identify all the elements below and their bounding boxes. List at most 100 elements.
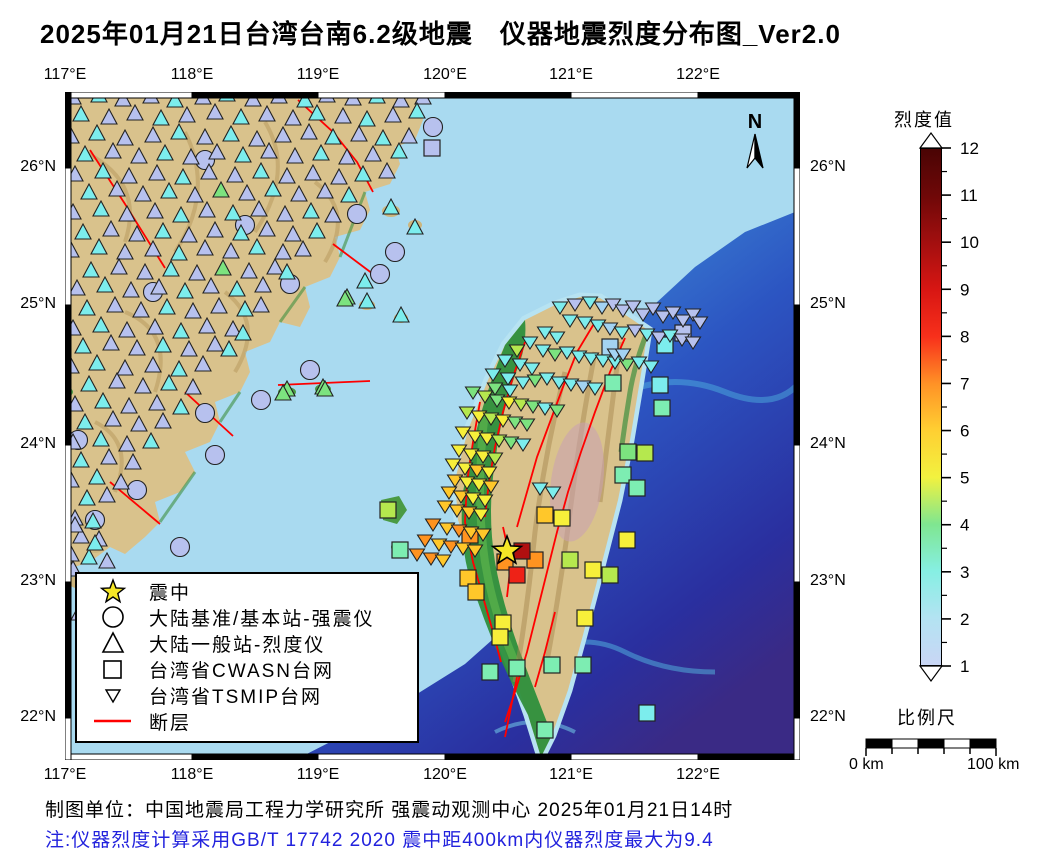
- colorbar-panel: 烈度值 1 2 3 4 5 6 7 8 9 10 11 12: [880, 100, 1030, 700]
- station-intensity-triangle: [308, 103, 326, 121]
- station-cwasn-square: [576, 609, 594, 627]
- station-intensity-triangle: [128, 338, 146, 356]
- colorbar-tick-label: 12: [960, 139, 979, 158]
- footer-note: 注:仪器烈度计算采用GB/T 17742 2020 震中距400km内仪器烈度最…: [45, 830, 714, 851]
- station-intensity-triangle: [92, 315, 110, 333]
- station-cwasn-square: [584, 561, 602, 579]
- station-cwasn-square: [614, 466, 632, 484]
- station-intensity-triangle: [144, 239, 162, 257]
- station-tsmip-inverted-triangle: [630, 356, 648, 371]
- station-tsmip-inverted-triangle: [558, 346, 576, 361]
- station-intensity-triangle: [116, 242, 134, 260]
- colorbar-tick-label: 4: [960, 516, 969, 535]
- station-cwasn-square: [467, 583, 485, 601]
- station-strong-motion-circle: [346, 203, 368, 225]
- station-intensity-triangle: [294, 239, 312, 257]
- star-icon: [77, 578, 149, 604]
- station-intensity-triangle: [172, 397, 190, 415]
- station-tsmip-inverted-triangle: [618, 358, 636, 373]
- station-intensity-triangle: [162, 259, 180, 277]
- station-tsmip-inverted-triangle: [601, 322, 619, 337]
- station-intensity-triangle: [232, 107, 250, 125]
- station-intensity-triangle: [170, 122, 188, 140]
- station-intensity-triangle: [160, 373, 178, 391]
- station-strong-motion-circle: [169, 536, 191, 558]
- legend-item: 台湾省TSMIP台网: [77, 682, 417, 708]
- station-tsmip-inverted-triangle: [684, 308, 702, 323]
- station-intensity-triangle: [120, 166, 138, 184]
- station-tsmip-inverted-triangle: [581, 296, 599, 311]
- scalebar-zero-label: 0 km: [849, 756, 884, 773]
- station-tsmip-inverted-triangle: [466, 544, 484, 559]
- station-intensity-triangle: [312, 143, 330, 161]
- station-intensity-triangle: [170, 359, 188, 377]
- station-intensity-triangle: [340, 185, 358, 203]
- station-intensity-triangle: [144, 125, 162, 143]
- station-tsmip-inverted-triangle: [514, 438, 532, 453]
- tri-down-icon: [77, 682, 149, 708]
- colorbar-tick-label: 2: [960, 610, 969, 629]
- station-intensity-triangle: [116, 128, 134, 146]
- station-tsmip-inverted-triangle: [440, 486, 458, 501]
- station-tsmip-inverted-triangle: [452, 490, 470, 505]
- station-intensity-triangle: [96, 275, 114, 293]
- scalebar-svg: [865, 738, 997, 756]
- station-intensity-triangle: [284, 108, 302, 126]
- station-intensity-triangle: [130, 146, 148, 164]
- station-tsmip-inverted-triangle: [436, 500, 454, 515]
- station-intensity-triangle: [274, 242, 292, 260]
- station-intensity-triangle: [196, 238, 214, 256]
- station-intensity-triangle: [206, 220, 224, 238]
- station-intensity-triangle: [134, 184, 152, 202]
- station-cwasn-square: [561, 551, 579, 569]
- station-tsmip-inverted-triangle: [501, 384, 519, 399]
- station-tsmip-inverted-triangle: [462, 526, 480, 541]
- axis-tick-label: 120°E: [423, 66, 467, 83]
- station-intensity-triangle: [90, 237, 108, 255]
- station-tsmip-inverted-triangle: [462, 448, 480, 463]
- station-intensity-triangle: [338, 147, 356, 165]
- station-intensity-triangle: [100, 107, 118, 125]
- station-tsmip-inverted-triangle: [482, 412, 500, 427]
- station-tsmip-inverted-triangle: [416, 534, 434, 549]
- station-cwasn-square: [628, 479, 646, 497]
- station-intensity-triangle: [212, 180, 230, 198]
- station-tsmip-inverted-triangle: [486, 452, 504, 467]
- station-intensity-triangle: [210, 296, 228, 314]
- station-tsmip-inverted-triangle: [582, 352, 600, 367]
- station-intensity-triangle: [172, 205, 190, 223]
- station-cwasn-square: [638, 704, 656, 722]
- station-intensity-triangle: [234, 145, 252, 163]
- station-tsmip-inverted-triangle: [548, 404, 566, 419]
- colorbar-title: 烈度值: [894, 110, 954, 130]
- station-cwasn-square: [636, 444, 654, 462]
- station-intensity-triangle: [384, 105, 402, 123]
- north-label: N: [748, 111, 762, 133]
- station-intensity-triangle: [374, 128, 392, 146]
- station-intensity-triangle: [152, 108, 170, 126]
- station-intensity-triangle: [118, 320, 136, 338]
- station-tsmip-inverted-triangle: [586, 382, 604, 397]
- station-intensity-triangle: [220, 339, 238, 357]
- colorbar-tick-label: 6: [960, 422, 969, 441]
- fault-line: [534, 611, 556, 688]
- station-tsmip-inverted-triangle: [570, 350, 588, 365]
- station-cwasn-square: [604, 374, 622, 392]
- station-strong-motion-circle: [204, 444, 226, 466]
- station-tsmip-inverted-triangle: [488, 394, 506, 409]
- station-tsmip-inverted-triangle: [538, 372, 556, 387]
- station-tsmip-inverted-triangle: [470, 410, 488, 425]
- station-intensity-triangle: [154, 335, 172, 353]
- station-tsmip-inverted-triangle: [536, 402, 554, 417]
- station-cwasn-square: [491, 628, 509, 646]
- station-tsmip-inverted-triangle: [422, 552, 440, 567]
- epicenter-star: [490, 533, 524, 565]
- station-tsmip-inverted-triangle: [518, 418, 536, 433]
- station-tsmip-inverted-triangle: [511, 358, 529, 373]
- station-intensity-triangle: [146, 201, 164, 219]
- station-cwasn-square: [423, 139, 441, 157]
- station-tsmip-inverted-triangle: [454, 542, 472, 557]
- station-intensity-triangle: [278, 262, 296, 280]
- station-cwasn-square: [508, 659, 526, 677]
